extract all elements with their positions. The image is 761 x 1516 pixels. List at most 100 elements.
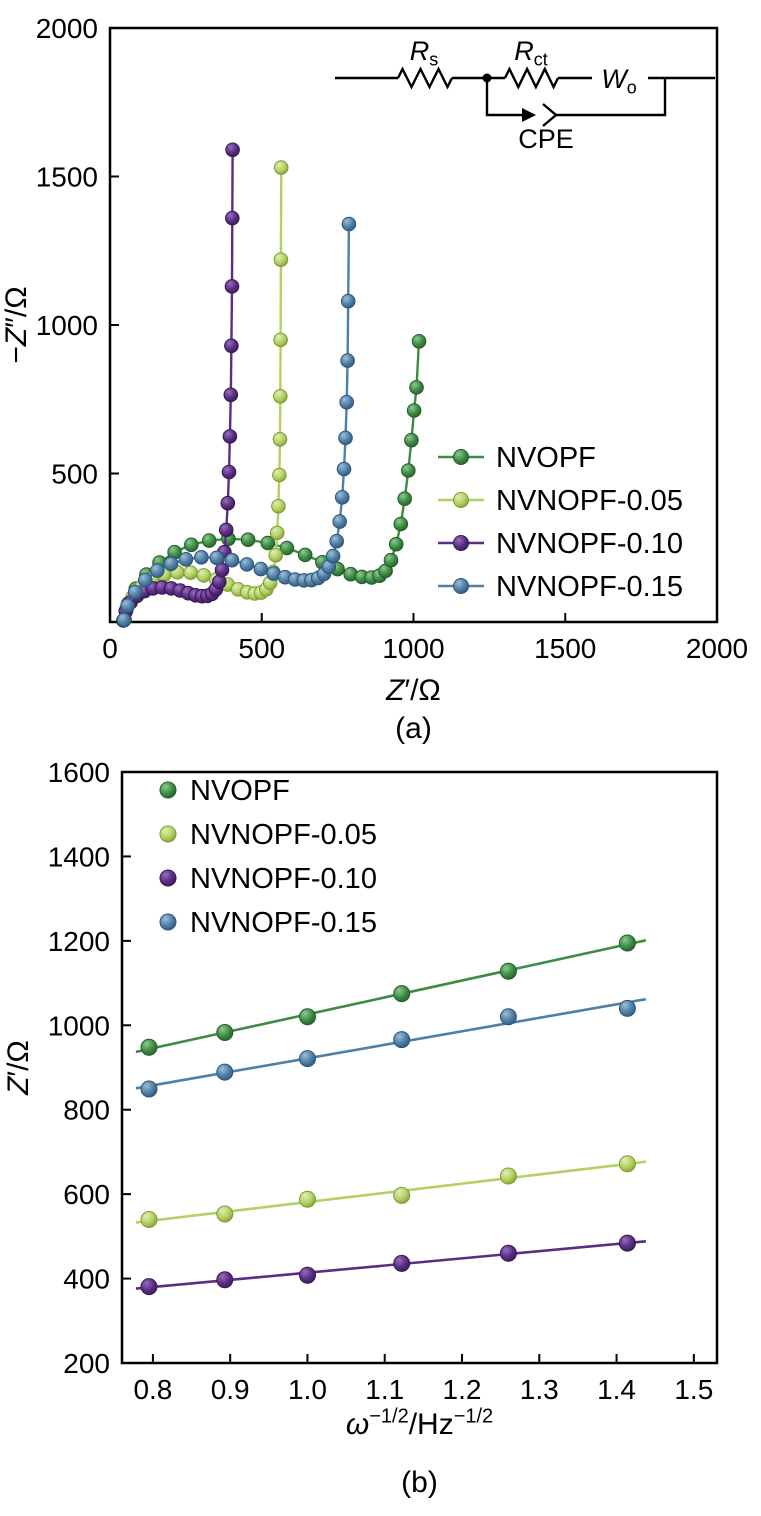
data-point <box>222 429 238 444</box>
data-point <box>393 1031 411 1049</box>
label-cpe: CPE <box>518 124 574 154</box>
data-point <box>273 160 289 175</box>
data-point <box>340 353 355 368</box>
data-point <box>272 467 287 483</box>
x-tick-label: 0 <box>102 633 118 664</box>
x-axis-title: Z′/Ω <box>385 674 441 707</box>
legend-label: NVNOPF-0.15 <box>190 907 377 939</box>
axes: 0.8 0.9 1.0 1.1 1.2 1.3 1.4 1.5 200 400 600 800 1000… <box>48 762 719 1405</box>
cpe-chevron-icon <box>542 103 558 127</box>
data-point <box>178 552 194 567</box>
data-point <box>618 1234 636 1252</box>
x-tick-label: 1.3 <box>520 1374 559 1405</box>
caption-b: (b) <box>401 1466 438 1499</box>
data-point <box>340 293 356 309</box>
data-point <box>220 495 236 511</box>
data-point <box>332 514 348 529</box>
caption-a: (a) <box>395 712 432 745</box>
y-tick-label: 400 <box>63 1264 110 1295</box>
data-point <box>137 572 153 588</box>
legend-label: NVNOPF-0.10 <box>190 863 377 895</box>
legend-item-NVOPF: NVOPF <box>159 775 290 807</box>
nyquist-plot-panel-a: 0 500 1000 1500 2000 500 1000 1500 2000 Z′/Ω −Z″/Ω… <box>0 13 748 707</box>
data-point <box>224 338 239 354</box>
data-point <box>334 490 350 505</box>
resistor-rct-icon <box>503 66 560 90</box>
data-point <box>618 999 636 1017</box>
fit-line <box>135 1240 647 1290</box>
data-point <box>184 537 199 553</box>
legend-marker-icon <box>159 913 177 931</box>
data-point <box>116 612 132 628</box>
data-point <box>273 332 288 348</box>
x-tick-label: 1.0 <box>288 1374 327 1405</box>
y-tick-label: 800 <box>63 1095 110 1126</box>
data-point <box>299 1266 316 1284</box>
legend-marker-icon <box>453 578 469 594</box>
plot-frame <box>120 770 719 1365</box>
legend: NVOPF NVNOPF-0.05 NVNOPF-0.10 NVNOPF-0.15 <box>438 442 683 603</box>
data-point <box>401 463 416 478</box>
y-axis-title: −Z″/Ω <box>0 286 33 363</box>
data-point <box>271 498 286 514</box>
node-dot <box>482 73 492 83</box>
data-point <box>618 934 636 952</box>
data-point <box>223 387 239 403</box>
data-point <box>224 552 240 568</box>
x-tick-label: 2000 <box>686 633 748 664</box>
data-point <box>253 561 269 577</box>
data-point <box>260 535 276 551</box>
data-point <box>383 552 399 568</box>
legend-item-NVNOPF-0.10: NVNOPF-0.10 <box>438 528 683 560</box>
legend-marker-icon <box>159 781 177 799</box>
series-NVNOPF-0.15 <box>116 216 357 628</box>
data-point <box>299 1190 316 1208</box>
y-tick-label: 1500 <box>36 162 98 193</box>
legend: NVOPF NVNOPF-0.05 NVNOPF-0.10 NVNOPF-0.15 <box>159 775 377 939</box>
data-point <box>150 563 165 578</box>
series-NVNOPF-0.05 <box>135 1155 647 1228</box>
x-tick-label: 1000 <box>382 633 444 664</box>
data-point <box>201 533 217 548</box>
data-point <box>618 1155 636 1173</box>
data-point <box>218 522 234 538</box>
x-tick-label: 1.1 <box>365 1374 404 1405</box>
x-tick-label: 1.4 <box>597 1374 636 1405</box>
legend-item-NVNOPF-0.05: NVNOPF-0.05 <box>438 485 683 517</box>
data-point <box>272 432 288 447</box>
legend-label: NVOPF <box>496 442 596 474</box>
legend-marker-icon <box>453 535 469 551</box>
legend-marker-icon <box>453 492 469 508</box>
cpe-arrowhead-icon <box>522 108 536 122</box>
x-tick-label: 500 <box>238 633 285 664</box>
legend-marker-icon <box>159 825 177 843</box>
fit-line <box>135 997 647 1090</box>
data-point <box>393 516 409 532</box>
data-point <box>127 584 143 600</box>
data-point <box>183 565 198 581</box>
data-point <box>499 1244 517 1262</box>
legend-item-NVNOPF-0.15: NVNOPF-0.15 <box>159 907 377 939</box>
label-wo: Wo <box>601 64 637 97</box>
data-point <box>216 1205 234 1223</box>
y-tick-label: 1000 <box>48 1010 110 1041</box>
data-point <box>341 216 357 232</box>
series-NVNOPF-0.15 <box>135 997 647 1098</box>
data-point <box>268 547 284 563</box>
data-point <box>279 540 295 556</box>
data-point <box>393 1254 411 1272</box>
y-tick-label: 200 <box>63 1348 110 1379</box>
y-axis-title: Z′/Ω <box>2 1040 35 1096</box>
data-point <box>388 536 404 552</box>
data-point <box>393 985 411 1003</box>
legend-label: NVOPF <box>190 775 290 807</box>
y-tick-label: 600 <box>63 1179 110 1210</box>
data-point <box>269 525 285 541</box>
data-point <box>216 1063 234 1081</box>
data-point <box>339 394 355 410</box>
x-tick-label: 0.9 <box>211 1374 250 1405</box>
warburg-plot-panel-b: 0.8 0.9 1.0 1.1 1.2 1.3 1.4 1.5 200 400 600 800 1000… <box>2 762 719 1441</box>
data-point <box>214 562 230 578</box>
data-point <box>404 432 419 448</box>
